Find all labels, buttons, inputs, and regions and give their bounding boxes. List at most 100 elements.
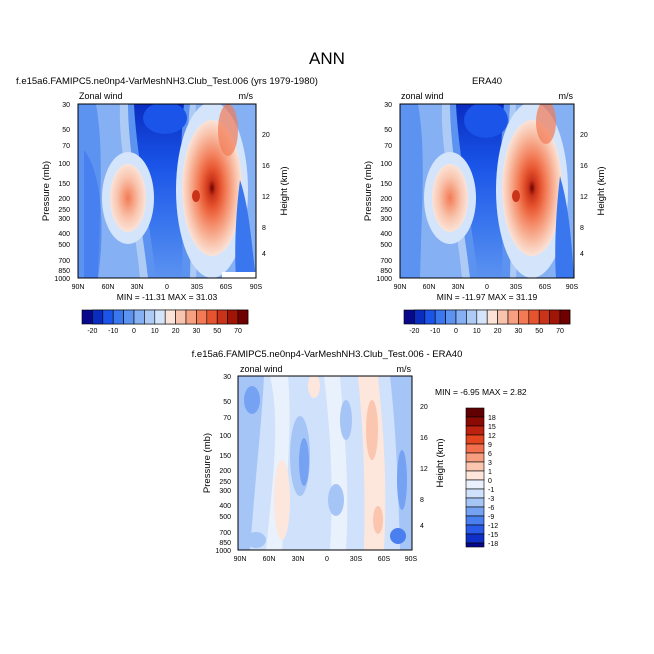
colorbar-diff-label: -15 (488, 532, 498, 539)
panel-model-ytick-right: 12 (262, 194, 270, 201)
panel-obs-xtick: 30S (510, 284, 523, 291)
panel-diff-xtick: 90N (234, 556, 247, 563)
panel-model-subtitle-right: m/s (239, 91, 254, 101)
colorbar-main-label: -20 (87, 328, 97, 335)
panel-diff-yaxis: 30 50 70 100 150 200 250 300 400 500 700… (215, 374, 231, 555)
panel-obs-subtitle-left: zonal wind (401, 91, 444, 101)
colorbar-diff-label: 0 (488, 478, 492, 485)
panel-diff-ytick: 200 (219, 468, 231, 475)
panel-obs-ytick-right: 12 (580, 194, 588, 201)
panel-obs-ytick: 30 (384, 102, 392, 109)
colorbar-diff-box (465, 434, 485, 445)
panel-model-ytick: 50 (62, 127, 70, 134)
panel-obs-ytick-right: 20 (580, 132, 588, 139)
panel-obs-ytick-right: 8 (580, 225, 584, 232)
colorbar-main: -20 -10 0 10 20 30 50 70 (81, 309, 249, 335)
panel-model-ytick: 30 (62, 102, 70, 109)
panel-model-ytick-right: 4 (262, 251, 266, 258)
panel-obs-xtick: 90N (394, 284, 407, 291)
colorbar-diff-label: 15 (488, 424, 496, 431)
panel-diff-subtitle-right: m/s (397, 364, 412, 374)
panel-diff-ylabel: Pressure (mb) (202, 433, 213, 493)
panel-diff-xtick: 60N (263, 556, 276, 563)
colorbar-obs-box (518, 309, 530, 325)
colorbar-diff-box (465, 479, 485, 490)
panel-obs-ytick: 100 (380, 161, 392, 168)
panel-diff-ytick: 250 (219, 479, 231, 486)
colorbar-main-box (196, 309, 208, 325)
colorbar-diff-box (465, 497, 485, 508)
panel-model-xtick: 90S (250, 284, 263, 291)
colorbar-obs-label: 10 (473, 328, 481, 335)
panel-obs-title: ERA40 (472, 76, 502, 87)
panel-diff-ytick: 100 (219, 433, 231, 440)
panel-model: f.e15a6.FAMIPC5.ne0np4-VarMeshNH3.Club_T… (16, 76, 318, 335)
panel-diff-yaxis-right: 20 16 12 8 4 (420, 404, 428, 530)
panel-diff-ytick: 70 (223, 415, 231, 422)
colorbar-diff-box (465, 515, 485, 526)
panel-obs-ylabel: Pressure (mb) (363, 161, 374, 221)
colorbar-obs-box (434, 309, 446, 325)
panel-diff-subtitle-left: zonal wind (240, 364, 283, 374)
colorbar-obs-label: 50 (535, 328, 543, 335)
colorbar-diff-box (465, 524, 485, 535)
panel-obs-yaxis-right: 20 16 12 8 4 (580, 132, 588, 258)
colorbar-main-box (154, 309, 166, 325)
colorbar-diff-label: -9 (488, 514, 494, 521)
colorbar-diff-box (465, 443, 485, 454)
panel-diff-ytick: 500 (219, 514, 231, 521)
panel-diff-xtick: 30N (292, 556, 305, 563)
colorbar-diff-label: 1 (488, 469, 492, 476)
panel-model-ytick: 850 (58, 268, 70, 275)
colorbar-main-box (133, 309, 145, 325)
colorbar-diff-box (465, 488, 485, 499)
panel-model-ytick: 400 (58, 231, 70, 238)
panel-model-minmax: MIN = -11.31 MAX = 31.03 (117, 292, 218, 302)
panel-diff-ytick: 150 (219, 453, 231, 460)
panel-obs-xtick: 60N (423, 284, 436, 291)
panel-diff-title: f.e15a6.FAMIPC5.ne0np4-VarMeshNH3.Club_T… (192, 349, 463, 360)
colorbar-diff-box (465, 506, 485, 517)
panel-model-xtick: 90N (72, 284, 85, 291)
panel-model-ytick: 150 (58, 181, 70, 188)
colorbar-main-label: 70 (234, 328, 242, 335)
panel-obs-ytick: 300 (380, 216, 392, 223)
panel-obs-field (400, 104, 574, 278)
colorbar-obs: -20 -10 0 10 20 30 50 70 (403, 309, 571, 335)
panel-obs-subtitle-right: m/s (559, 91, 574, 101)
panel-obs-ytick: 1000 (376, 276, 392, 283)
colorbar-main-label: 50 (213, 328, 221, 335)
panel-diff-ytick: 1000 (215, 548, 231, 555)
panel-diff-xtick: 60S (378, 556, 391, 563)
panel-model-ytick: 500 (58, 242, 70, 249)
colorbar-main-box (102, 309, 114, 325)
panel-obs: ERA40 zonal wind m/s 30 50 70 100 150 20… (363, 76, 607, 335)
panel-model-xtick: 60S (220, 284, 233, 291)
colorbar-main-box (164, 309, 176, 325)
colorbar-obs-label: 70 (556, 328, 564, 335)
colorbar-diff-label: 18 (488, 415, 496, 422)
panel-diff-ytick-right: 12 (420, 466, 428, 473)
panel-model-field (78, 104, 256, 278)
colorbar-diff-label: -6 (488, 505, 494, 512)
panel-model-title: f.e15a6.FAMIPC5.ne0np4-VarMeshNH3.Club_T… (16, 76, 318, 87)
colorbar-obs-box (455, 309, 467, 325)
panel-diff-ylabel-right: Height (km) (435, 438, 446, 487)
colorbar-main-box (144, 309, 156, 325)
panel-model-yaxis-right: 20 16 12 8 4 (262, 132, 270, 258)
panel-obs-xtick: 0 (485, 284, 489, 291)
panel-obs-ytick-right: 4 (580, 251, 584, 258)
panel-obs-ytick-right: 16 (580, 163, 588, 170)
panel-obs-ylabel-right: Height (km) (596, 166, 607, 215)
panel-model-ytick: 1000 (54, 276, 70, 283)
colorbar-diff-label: 9 (488, 442, 492, 449)
colorbar-main-box (227, 309, 239, 325)
colorbar-main-box (206, 309, 218, 325)
colorbar-obs-box (414, 309, 426, 325)
panel-diff-ytick: 850 (219, 540, 231, 547)
panel-diff-field (238, 376, 412, 550)
panel-diff-xaxis: 90N 60N 30N 0 30S 60S 90S (234, 556, 418, 563)
colorbar-obs-box (466, 309, 478, 325)
colorbar-main-box (123, 309, 135, 325)
panel-model-ytick: 100 (58, 161, 70, 168)
